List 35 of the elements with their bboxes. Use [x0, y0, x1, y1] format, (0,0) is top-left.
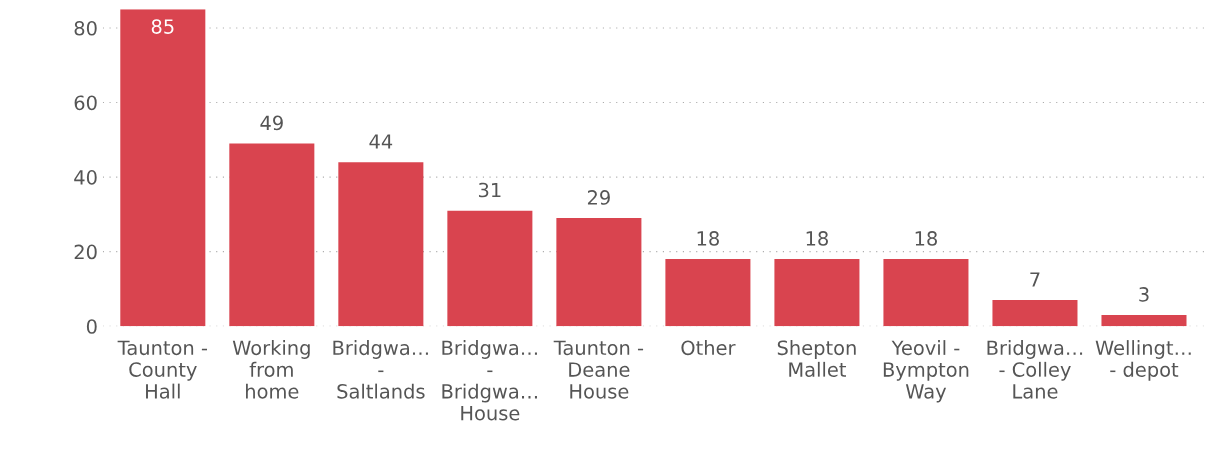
bar [447, 210, 533, 327]
data-label: 44 [369, 134, 393, 149]
bar [665, 259, 751, 327]
bar [883, 259, 969, 327]
bar [229, 143, 315, 327]
x-tick-label: Wellingt… - depot [1095, 340, 1191, 381]
data-label: 85 [151, 19, 174, 34]
bar [774, 259, 860, 327]
y-tick-label: 80 [74, 20, 97, 36]
x-tick-label: Shepton Mallet [777, 340, 856, 377]
data-label: 49 [260, 115, 283, 131]
data-label: 18 [915, 231, 937, 246]
x-tick-label: Bridgwa… - Colley Lane [987, 340, 1083, 399]
x-tick-label: Bridgwa… - Saltlands [333, 340, 428, 399]
data-label: 29 [587, 190, 610, 205]
y-tick-label: 20 [74, 244, 97, 260]
x-tick-label: Taunton - County Hall [117, 340, 207, 399]
y-tick-label: 0 [86, 319, 97, 334]
bar [992, 300, 1078, 327]
x-tick-label: Taunton - Deane House [553, 340, 644, 399]
data-label: 3 [1139, 287, 1149, 302]
data-label: 18 [697, 231, 719, 246]
y-tick-label: 60 [74, 95, 97, 111]
data-label: 18 [806, 231, 828, 246]
x-tick-label: Yeovil - Bympton Way [883, 340, 969, 403]
bar [1101, 315, 1187, 327]
bar [120, 9, 206, 327]
bar [556, 218, 642, 327]
x-tick-label: Other [681, 340, 736, 356]
data-label: 31 [478, 182, 501, 198]
y-tick-label: 40 [74, 170, 97, 185]
bar [338, 162, 424, 327]
x-tick-label: Bridgwa… - Bridgwa… House [442, 340, 537, 421]
x-tick-label: Working from home [232, 340, 310, 399]
data-label: 7 [1030, 272, 1040, 287]
